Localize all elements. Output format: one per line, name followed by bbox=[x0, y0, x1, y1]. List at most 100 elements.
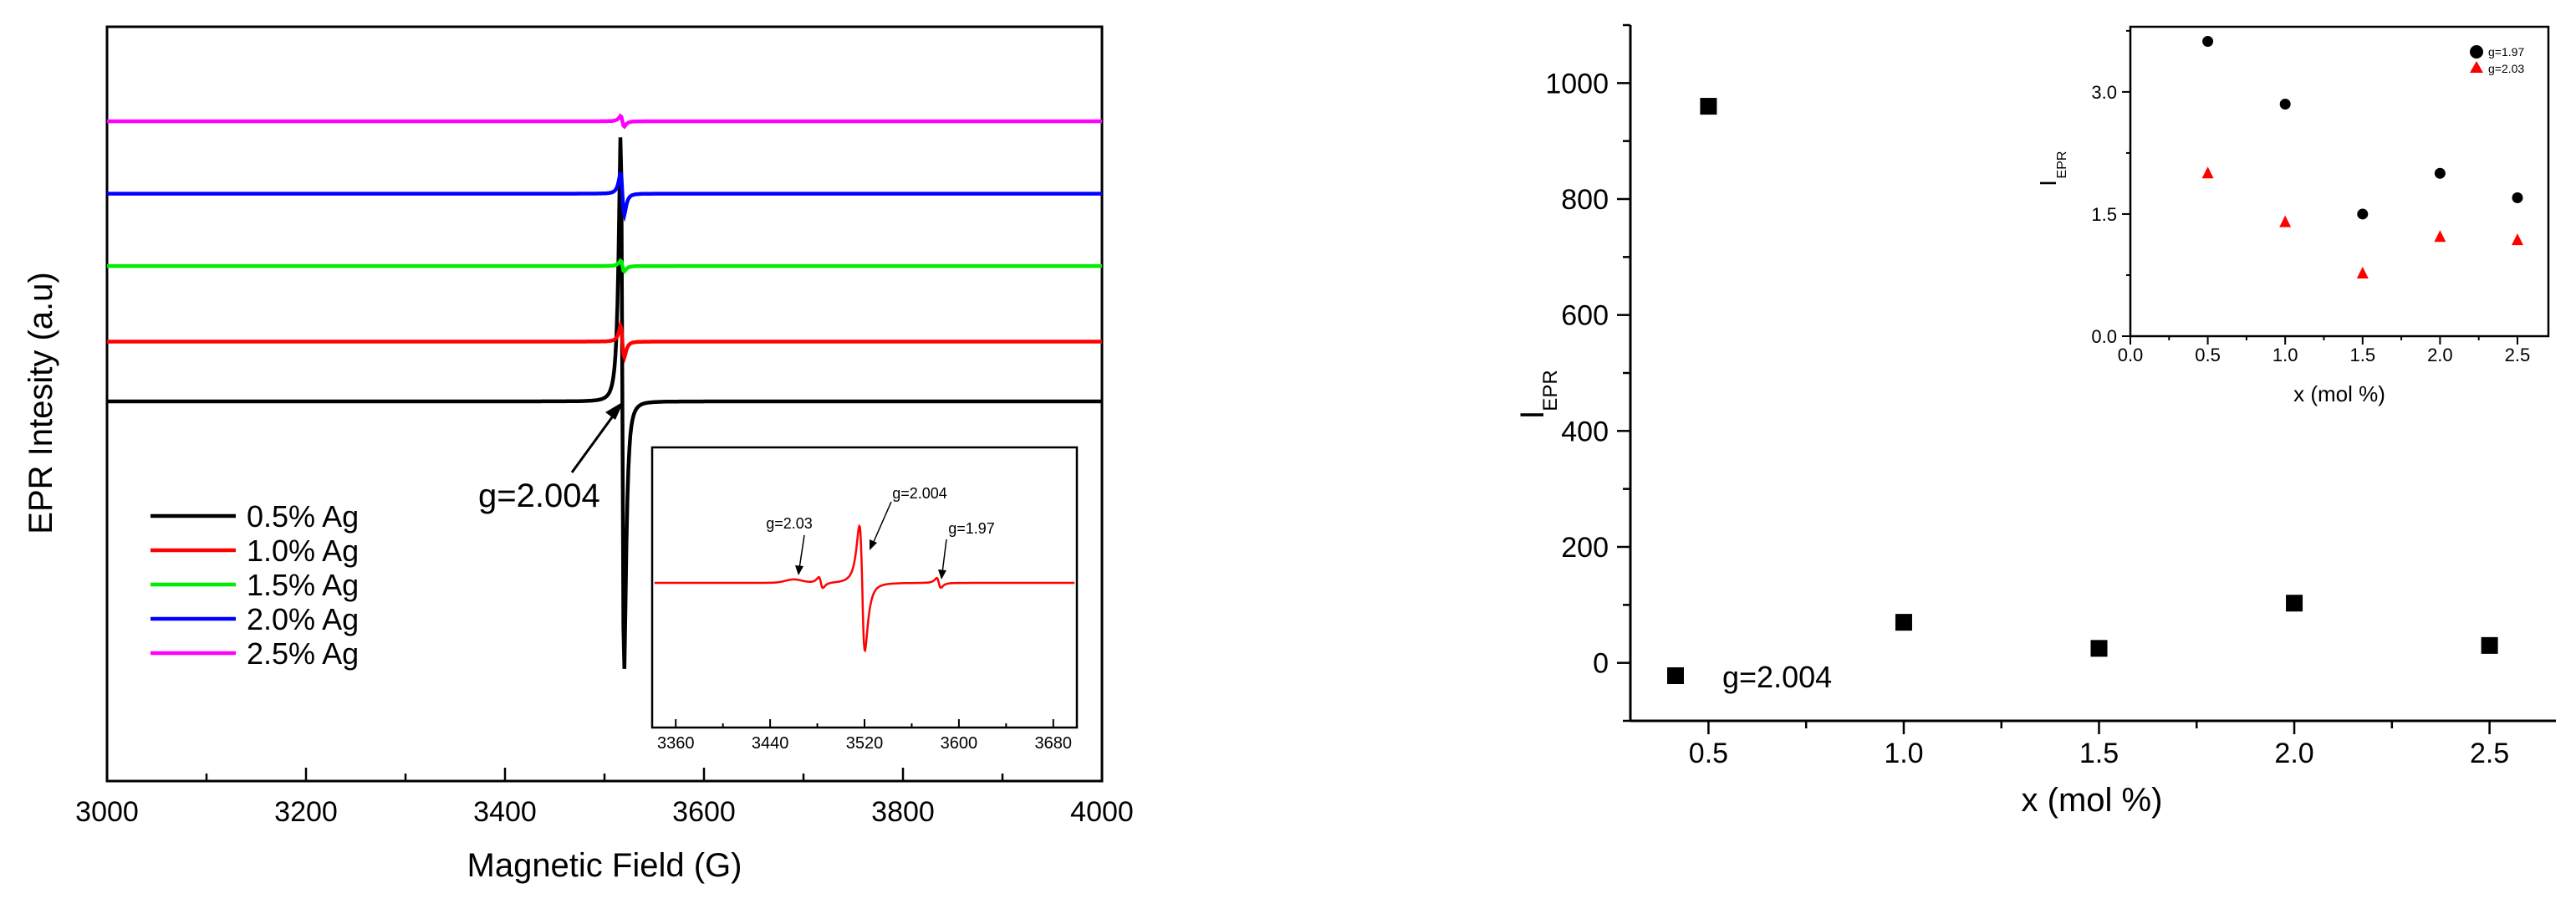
legend-label-3: 2.0% Ag bbox=[247, 602, 359, 636]
left-inset-frame bbox=[650, 446, 1079, 729]
ri-point-g203 bbox=[2201, 166, 2214, 179]
right-inset-x-tick-labels: 0.0 0.5 1.0 1.5 2.0 2.5 bbox=[2118, 345, 2531, 365]
ri-x-tick-label: 0.5 bbox=[2195, 345, 2221, 365]
left-inset: 3360 3440 3520 3600 3680 g=2.03 g=2.004 g=1.… bbox=[650, 446, 1079, 753]
right-legend-label: g=2.004 bbox=[1722, 660, 1832, 694]
ri-point-g203 bbox=[2279, 215, 2292, 227]
svg-text:EPR: EPR bbox=[1539, 370, 1562, 411]
spectrum-2-0-ag bbox=[107, 171, 1102, 222]
ri-y-tick-label: 1.5 bbox=[2091, 204, 2117, 225]
right-inset-points bbox=[2201, 36, 2523, 279]
ri-point-g197 bbox=[2202, 36, 2214, 48]
right-x-tick-label: 2.5 bbox=[2470, 738, 2509, 769]
legend-label-4: 2.5% Ag bbox=[247, 636, 359, 671]
g-2004-annotation: g=2.004 bbox=[478, 401, 624, 514]
left-spectra-series bbox=[107, 113, 1102, 669]
right-inset-x-axis-label: x (mol %) bbox=[2293, 381, 2385, 406]
spectrum-1-5-ag bbox=[107, 258, 1102, 274]
legend-label-2: 1.5% Ag bbox=[247, 568, 359, 602]
left-inset-x-tick-label: 3360 bbox=[657, 734, 695, 753]
ri-point-g197 bbox=[2279, 99, 2291, 110]
right-axes-ticks bbox=[1617, 23, 2491, 734]
right-legend: g=2.004 bbox=[1667, 660, 1832, 694]
left-inset-spectrum bbox=[654, 523, 1075, 653]
svg-text:I: I bbox=[1514, 410, 1551, 419]
right-y-tick-labels: 0 200 400 600 800 1000 bbox=[1545, 68, 1609, 679]
ri-x-tick-label: 1.0 bbox=[2272, 345, 2298, 365]
right-x-tick-label: 1.0 bbox=[1884, 738, 1923, 769]
left-x-tick-label: 3400 bbox=[473, 796, 537, 828]
left-y-axis-label: EPR Intesity (a.u) bbox=[23, 272, 59, 534]
right-point bbox=[1700, 98, 1717, 115]
ri-point-g203 bbox=[2511, 233, 2523, 246]
right-x-axis-label: x (mol %) bbox=[2022, 782, 2163, 819]
left-x-axis-label: Magnetic Field (G) bbox=[467, 847, 742, 884]
right-y-tick-label: 1000 bbox=[1545, 68, 1609, 100]
right-inset-ticks bbox=[2122, 29, 2518, 345]
ri-legend-circle bbox=[2470, 45, 2483, 59]
iepr-scatter-panel: 0 200 400 600 800 1000 0.5 1.0 1.5 2.0 2.5 x (mol… bbox=[1514, 23, 2556, 819]
spectrum-0-5-ag bbox=[107, 137, 1102, 669]
g-2004-label: g=2.004 bbox=[478, 477, 600, 514]
right-x-tick-labels: 0.5 1.0 1.5 2.0 2.5 bbox=[1689, 738, 2509, 769]
ri-legend-label-197: g=1.97 bbox=[2488, 45, 2524, 59]
inset-g-203-label: g=2.03 bbox=[766, 515, 813, 532]
left-x-tick-label: 3000 bbox=[75, 796, 139, 828]
left-x-tick-label: 3200 bbox=[274, 796, 338, 828]
right-data-points bbox=[1700, 98, 2498, 657]
right-inset-legend: g=1.97 g=2.03 bbox=[2470, 45, 2524, 75]
right-inset: 0.0 1.5 3.0 0.0 0.5 1.0 1.5 2.0 2.5 x (mol %) I… bbox=[2035, 25, 2550, 406]
left-legend: 0.5% Ag1.0% Ag1.5% Ag2.0% Ag2.5% Ag bbox=[150, 499, 359, 671]
right-y-tick-label: 400 bbox=[1561, 416, 1609, 447]
inset-g-197-label: g=1.97 bbox=[948, 520, 995, 537]
left-inset-x-tick-labels: 3360 3440 3520 3600 3680 bbox=[657, 734, 1072, 753]
ri-point-g197 bbox=[2357, 208, 2369, 220]
right-x-tick-label: 1.5 bbox=[2079, 738, 2119, 769]
right-x-tick-label: 0.5 bbox=[1689, 738, 1728, 769]
left-inset-annotations: g=2.03 g=2.004 g=1.97 bbox=[766, 485, 995, 580]
right-inset-frame bbox=[2129, 25, 2550, 338]
right-point bbox=[2286, 595, 2303, 612]
ri-x-tick-label: 2.5 bbox=[2505, 345, 2531, 365]
right-y-tick-label: 0 bbox=[1593, 648, 1609, 680]
right-y-tick-label: 600 bbox=[1561, 300, 1609, 332]
right-point bbox=[2481, 636, 2498, 654]
ri-point-g203 bbox=[2434, 230, 2446, 243]
ri-legend-label-203: g=2.03 bbox=[2488, 62, 2524, 75]
legend-label-0: 0.5% Ag bbox=[247, 499, 359, 534]
ri-x-tick-label: 2.0 bbox=[2427, 345, 2453, 365]
ri-x-tick-label: 0.0 bbox=[2118, 345, 2144, 365]
left-inset-x-tick-label: 3520 bbox=[846, 734, 884, 753]
right-y-tick-label: 200 bbox=[1561, 532, 1609, 564]
right-y-tick-label: 800 bbox=[1561, 184, 1609, 216]
spectrum-1-0-ag bbox=[107, 319, 1102, 364]
left-x-tick-label: 4000 bbox=[1070, 796, 1134, 828]
left-inset-x-axis bbox=[675, 719, 1054, 728]
ri-legend-triangle bbox=[2470, 61, 2483, 73]
inset-g-2004-label: g=2.004 bbox=[892, 485, 947, 502]
epr-spectra-panel: 3000 3200 3400 3600 3800 4000 Magnetic Field … bbox=[23, 25, 1134, 884]
legend-label-1: 1.0% Ag bbox=[247, 534, 359, 568]
left-inset-x-tick-label: 3440 bbox=[752, 734, 789, 753]
ri-x-tick-label: 1.5 bbox=[2349, 345, 2375, 365]
right-x-tick-label: 2.0 bbox=[2274, 738, 2313, 769]
left-x-axis bbox=[105, 768, 1104, 781]
left-inset-x-tick-label: 3600 bbox=[941, 734, 978, 753]
right-legend-marker bbox=[1667, 667, 1684, 684]
right-y-axis-label: I EPR bbox=[1514, 370, 1562, 419]
ri-point-g197 bbox=[2512, 192, 2523, 203]
spectrum-2-5-ag bbox=[107, 113, 1102, 130]
left-inset-x-tick-label: 3680 bbox=[1035, 734, 1073, 753]
right-inset-y-axis-label: I EPR bbox=[2035, 151, 2069, 186]
ri-point-g203 bbox=[2356, 267, 2369, 279]
ri-y-tick-label: 3.0 bbox=[2091, 82, 2117, 103]
left-x-tick-label: 3600 bbox=[672, 796, 736, 828]
right-point bbox=[2090, 640, 2108, 657]
svg-text:I: I bbox=[2035, 180, 2061, 186]
left-x-tick-label: 3800 bbox=[871, 796, 935, 828]
inset-spectrum-line bbox=[654, 523, 1075, 653]
left-x-tick-labels: 3000 3200 3400 3600 3800 4000 bbox=[75, 796, 1134, 828]
right-inset-y-tick-labels: 0.0 1.5 3.0 bbox=[2091, 82, 2117, 347]
svg-text:EPR: EPR bbox=[2055, 151, 2069, 179]
